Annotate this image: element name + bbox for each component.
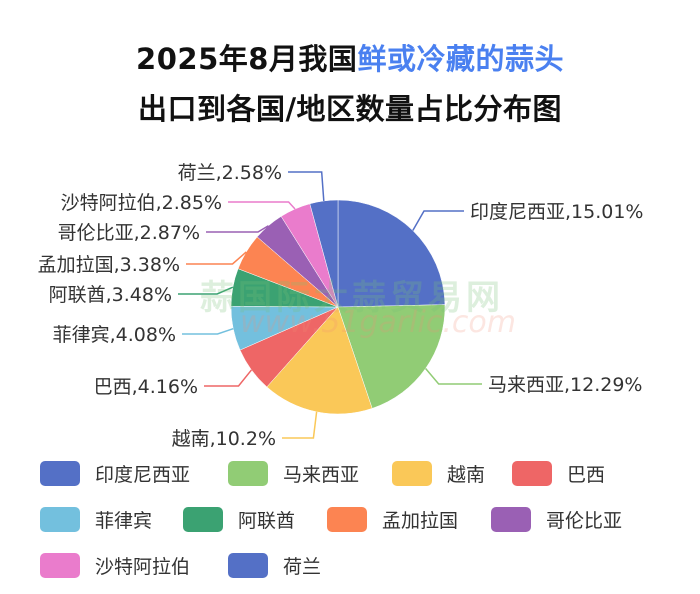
legend-swatch — [491, 506, 531, 532]
legend-item[interactable]: 越南 — [392, 460, 485, 486]
chart-title-line2: 出口到各国/地区数量占比分布图 — [137, 92, 563, 126]
legend-item[interactable]: 巴西 — [512, 460, 605, 486]
legend-label: 孟加拉国 — [382, 509, 459, 532]
chart-title-line1: 2025年8月我国鲜或冷藏的蒜头 — [0, 36, 700, 78]
legend-label: 荷兰 — [283, 555, 322, 578]
leader-line-8 — [228, 201, 296, 210]
leader-line-0 — [412, 210, 464, 231]
pie-slice-2[interactable] — [266, 306, 373, 415]
leader-line-4 — [182, 327, 234, 335]
legend-item[interactable]: 荷兰 — [228, 552, 321, 578]
legend-label: 越南 — [447, 463, 486, 486]
legend-label: 菲律宾 — [95, 509, 153, 532]
legend-swatch — [40, 460, 80, 486]
slice-label-0: 印度尼西亚,15.01% — [470, 201, 644, 223]
legend-label: 哥伦比亚 — [546, 509, 623, 532]
slice-label-4: 菲律宾,4.08% — [53, 324, 176, 346]
legend-swatch — [40, 506, 80, 532]
leader-line-7 — [206, 225, 269, 233]
legend-item[interactable]: 孟加拉国 — [327, 506, 458, 532]
legend-swatch — [512, 460, 552, 486]
leader-line-2 — [282, 411, 318, 439]
slice-label-6: 孟加拉国,3.38% — [38, 254, 180, 276]
legend-item[interactable]: 马来西亚 — [228, 460, 359, 486]
legend-item[interactable]: 阿联酋 — [183, 506, 295, 532]
leader-line-9 — [288, 171, 325, 202]
legend-swatch — [392, 460, 432, 486]
leader-line-1 — [425, 367, 482, 385]
title-highlight: 鲜或冷藏的蒜头 — [357, 42, 564, 76]
slice-label-7: 哥伦比亚,2.87% — [58, 222, 200, 244]
slice-label-2: 越南,10.2% — [172, 428, 276, 450]
legend-swatch — [183, 506, 223, 532]
slice-label-5: 阿联酋,3.48% — [49, 284, 172, 306]
legend-item[interactable]: 沙特阿拉伯 — [40, 552, 190, 578]
title-part1: 2025年8月我国 — [136, 42, 358, 76]
legend-item[interactable]: 哥伦比亚 — [491, 506, 622, 532]
pie-slice-0[interactable] — [337, 199, 446, 308]
slice-label-8: 沙特阿拉伯,2.85% — [61, 192, 222, 214]
slice-label-1: 马来西亚,12.29% — [488, 374, 643, 396]
legend-label: 沙特阿拉伯 — [95, 555, 191, 578]
legend-swatch — [40, 552, 80, 578]
legend-label: 马来西亚 — [283, 463, 360, 486]
leader-line-5 — [178, 286, 234, 295]
leader-line-3 — [204, 369, 253, 387]
legend-label: 印度尼西亚 — [95, 463, 191, 486]
legend-swatch — [327, 506, 367, 532]
legend-label: 阿联酋 — [238, 509, 296, 532]
slice-label-9: 荷兰,2.58% — [178, 162, 282, 184]
slice-label-3: 巴西,4.16% — [94, 376, 198, 398]
legend-swatch — [228, 460, 268, 486]
legend-item[interactable]: 印度尼西亚 — [40, 460, 190, 486]
legend-swatch — [228, 552, 268, 578]
leader-line-6 — [186, 251, 247, 265]
legend-label: 巴西 — [567, 463, 606, 486]
legend-item[interactable]: 菲律宾 — [40, 506, 152, 532]
